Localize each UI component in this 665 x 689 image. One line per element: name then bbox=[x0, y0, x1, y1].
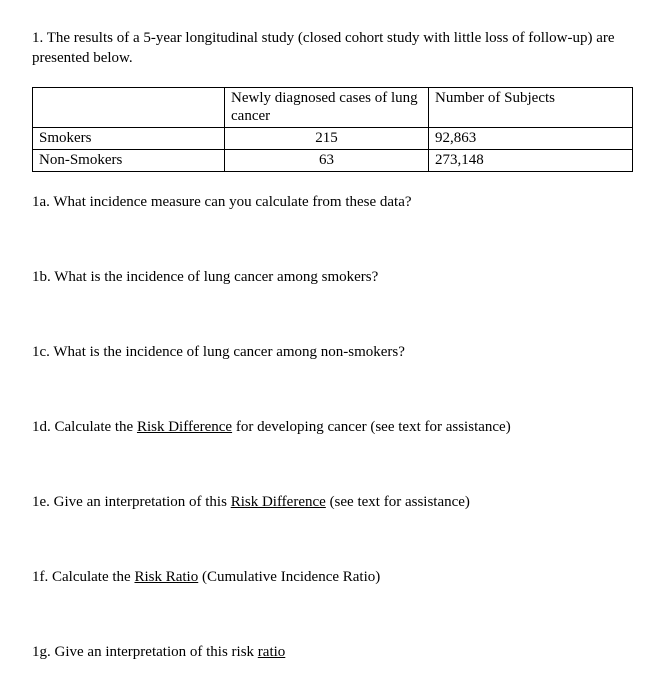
q1f-post: (Cumulative Incidence Ratio) bbox=[198, 569, 380, 585]
row-subjects: 92,863 bbox=[429, 128, 633, 150]
row-label: Smokers bbox=[33, 128, 225, 150]
q1g-pre: 1g. Give an interpretation of this risk bbox=[32, 644, 258, 660]
table-header-row: Newly diagnosed cases of lung cancer Num… bbox=[33, 87, 633, 128]
intro-text: 1. The results of a 5-year longitudinal … bbox=[32, 28, 633, 69]
q1d-pre: 1d. Calculate the bbox=[32, 419, 137, 435]
q1e-underline: Risk Difference bbox=[231, 494, 326, 510]
header-blank bbox=[33, 87, 225, 128]
header-cases: Newly diagnosed cases of lung cancer bbox=[225, 87, 429, 128]
question-1b: 1b. What is the incidence of lung cancer… bbox=[32, 269, 633, 286]
question-1e: 1e. Give an interpretation of this Risk … bbox=[32, 494, 633, 511]
q1f-underline: Risk Ratio bbox=[134, 569, 198, 585]
question-1f: 1f. Calculate the Risk Ratio (Cumulative… bbox=[32, 569, 633, 586]
data-table: Newly diagnosed cases of lung cancer Num… bbox=[32, 87, 633, 172]
table-row: Non-Smokers 63 273,148 bbox=[33, 149, 633, 171]
row-subjects: 273,148 bbox=[429, 149, 633, 171]
question-1c: 1c. What is the incidence of lung cancer… bbox=[32, 344, 633, 361]
row-label: Non-Smokers bbox=[33, 149, 225, 171]
question-1d: 1d. Calculate the Risk Difference for de… bbox=[32, 419, 633, 436]
header-subjects: Number of Subjects bbox=[429, 87, 633, 128]
table-row: Smokers 215 92,863 bbox=[33, 128, 633, 150]
q1f-pre: 1f. Calculate the bbox=[32, 569, 134, 585]
q1d-post: for developing cancer (see text for assi… bbox=[232, 419, 511, 435]
q1e-post: (see text for assistance) bbox=[326, 494, 470, 510]
q1d-underline: Risk Difference bbox=[137, 419, 232, 435]
row-cases: 63 bbox=[225, 149, 429, 171]
q1g-underline: ratio bbox=[258, 644, 286, 660]
question-1a: 1a. What incidence measure can you calcu… bbox=[32, 194, 633, 211]
q1e-pre: 1e. Give an interpretation of this bbox=[32, 494, 231, 510]
question-1g: 1g. Give an interpretation of this risk … bbox=[32, 644, 633, 661]
row-cases: 215 bbox=[225, 128, 429, 150]
